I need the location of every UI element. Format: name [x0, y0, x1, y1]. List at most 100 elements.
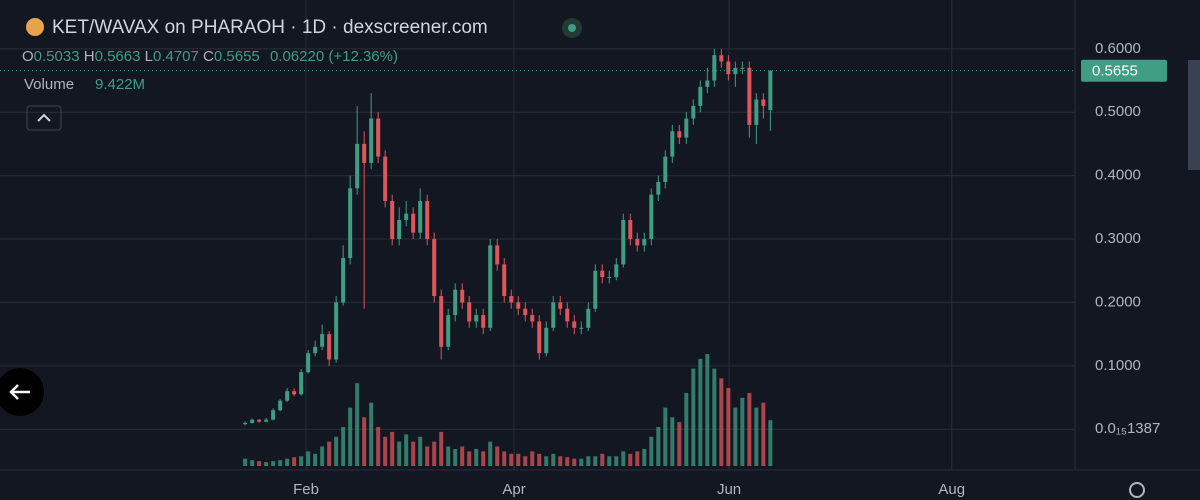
x-tick-label: Apr: [502, 481, 525, 498]
volume-bar: [397, 441, 402, 466]
volume-bar: [572, 458, 577, 466]
candle-body: [418, 200, 423, 233]
candle-body: [481, 315, 486, 328]
volume-bar: [754, 407, 759, 466]
settings-button[interactable]: [1129, 482, 1145, 498]
candle-body: [712, 55, 717, 81]
volume-bar: [502, 451, 507, 466]
candle-body: [586, 308, 591, 328]
token-icon: [26, 18, 44, 36]
back-icon: [9, 384, 30, 400]
volume-bar: [376, 427, 381, 466]
candle-body: [691, 105, 696, 119]
volume-bar: [607, 456, 612, 466]
candle-body: [537, 321, 542, 354]
volume-bar: [558, 456, 563, 466]
y-tick-label: 0.4000: [1095, 167, 1141, 184]
ohlc-key: O: [22, 48, 34, 65]
candle-body: [635, 239, 640, 246]
candle-body: [502, 264, 507, 297]
candle-body: [397, 220, 402, 240]
volume-bar: [264, 462, 269, 466]
candle-body: [292, 391, 297, 395]
volume-bar: [404, 434, 409, 466]
collapse-icon: [37, 113, 51, 122]
candle-body: [327, 334, 332, 360]
candle-body: [572, 321, 577, 328]
volume-bar: [705, 354, 710, 466]
volume-bar: [320, 446, 325, 466]
candle-body: [600, 270, 605, 278]
volume-bar: [586, 456, 591, 466]
candle-body: [264, 419, 269, 422]
candle-body: [411, 213, 416, 233]
volume-bar: [551, 453, 556, 466]
volume-bar: [474, 448, 479, 466]
y-tick-label: 0.5000: [1095, 103, 1141, 120]
candle-body: [628, 220, 633, 240]
volume-bar: [712, 368, 717, 466]
volume-bar: [740, 397, 745, 466]
candle-body: [313, 346, 318, 354]
volume-bar: [677, 422, 682, 466]
collapse-button[interactable]: [26, 105, 62, 131]
y-tick-label: 0.3000: [1095, 230, 1141, 247]
volume-bar: [663, 407, 668, 466]
volume-bar: [565, 457, 570, 466]
candle-body: [243, 422, 248, 425]
candle-body: [320, 334, 325, 347]
x-tick-label: Jun: [717, 481, 741, 498]
candle-body: [663, 156, 668, 182]
candle-body: [355, 143, 360, 189]
volume-bar: [684, 392, 689, 466]
candle-body: [677, 131, 682, 138]
volume-bar: [418, 436, 423, 466]
y-tick-label: 0.2000: [1095, 293, 1141, 310]
candle-body: [551, 302, 556, 328]
volume-bar: [642, 448, 647, 466]
candle-body: [747, 67, 752, 125]
candle-body: [726, 61, 731, 75]
last-price-tag: [1081, 59, 1167, 82]
candle-body: [565, 308, 570, 322]
candle-body: [390, 200, 395, 240]
volume-bar: [348, 407, 353, 466]
edge-strip: [1188, 60, 1200, 170]
candle-body: [684, 118, 689, 138]
volume-bar: [327, 441, 332, 466]
candle-body: [383, 156, 388, 201]
candle-body: [768, 70, 773, 111]
candle-body: [341, 258, 346, 303]
candle-body: [523, 308, 528, 316]
ohlc-line: O0.5033 H0.5663 L0.4707 C0.5655 0.06220 …: [22, 48, 398, 65]
volume-bar: [614, 456, 619, 466]
candle-body: [558, 302, 563, 309]
volume-bar: [544, 456, 549, 466]
candle-body: [348, 188, 353, 259]
volume-bar: [383, 436, 388, 466]
volume-bar: [698, 358, 703, 466]
candle-body: [460, 289, 465, 303]
volume-bar: [369, 402, 374, 466]
volume-bars: [243, 354, 773, 466]
candle-body: [467, 302, 472, 322]
volume-bar: [460, 446, 465, 466]
candle-body: [376, 118, 381, 157]
volume-bar: [446, 446, 451, 466]
volume-bar: [649, 436, 654, 466]
volume-bar: [334, 436, 339, 466]
candle-body: [285, 391, 290, 401]
candle-body: [544, 327, 549, 354]
candle-body: [670, 131, 675, 157]
candle-body: [649, 194, 654, 240]
candle-body: [334, 302, 339, 360]
candle-body: [719, 55, 724, 62]
chart-title: KET/WAVAX on PHARAOH · 1D · dexscreener.…: [52, 17, 488, 38]
volume-bar: [733, 407, 738, 466]
volume-bar: [523, 456, 528, 466]
x-tick-label: Feb: [293, 481, 319, 498]
x-tick-label: Aug: [938, 481, 965, 498]
volume-bar: [278, 460, 283, 466]
candle-body: [257, 419, 262, 422]
